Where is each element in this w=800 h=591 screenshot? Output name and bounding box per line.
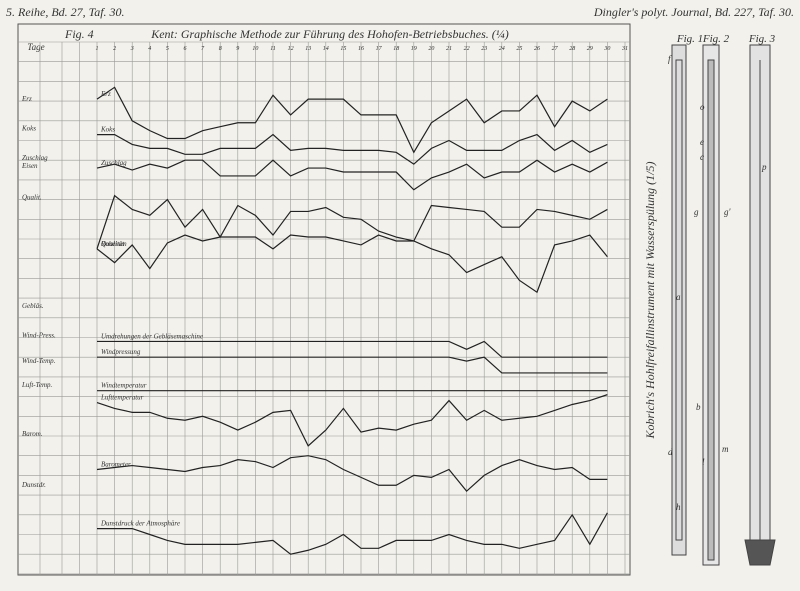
days-label: Tage [27,42,44,52]
day-label: 11 [270,46,276,52]
figure-letter: c [700,152,704,162]
row-label: Koks [21,125,36,133]
figure-letter: o [700,102,705,112]
side-title: Kobrich's Hohlfreifallinstrument mit Was… [643,161,657,439]
figure-letter: m [722,444,729,454]
day-label: 21 [446,46,452,52]
curve [97,356,608,374]
day-label: 6 [184,46,187,52]
curve-label: Barometer [101,460,131,468]
row-label: Eisen [21,162,38,170]
curve-label: Windtemperatur [101,382,147,390]
day-label: 24 [499,45,505,52]
day-label: 18 [393,46,399,52]
day-label: 26 [534,46,540,52]
title: Kent: Graphische Methode zur Führung des… [150,27,509,41]
day-label: 17 [376,46,383,52]
curve-label: Windpressung [101,348,141,356]
day-label: 31 [621,46,628,52]
day-label: 19 [411,46,417,52]
curve-label: Lufttemperatur [100,394,144,402]
day-label: 2 [113,46,116,52]
day-label: 3 [130,46,134,52]
row-label: Luft-Temp. [21,381,53,389]
curve [96,234,608,294]
figure-letter: a [676,292,681,302]
day-label: 30 [603,46,610,52]
header-left: 5. Reihe, Bd. 27, Taf. 30. [6,5,125,19]
curve-label: Koks [100,126,115,134]
row-label: Qualit. [22,194,42,202]
day-label: 20 [428,46,434,52]
day-label: 7 [201,46,205,52]
graph-frame [17,23,631,576]
day-label: 15 [340,46,346,52]
day-label: 28 [569,46,575,52]
figure-letter: b [696,402,701,412]
curve-label: Zuschlag [101,159,127,167]
day-label: 27 [552,46,559,52]
day-label: 12 [288,46,294,52]
figure-label: Fig. 4 [64,27,94,41]
day-label: 25 [516,46,522,52]
curve [96,394,608,447]
day-label: 10 [252,46,258,52]
row-label: Wind-Temp. [22,357,56,365]
instrument-drawings [671,44,776,566]
curve [97,512,608,555]
curve-label: Umdrehungen der Gebläsemaschine [101,332,203,340]
curve [96,194,608,250]
header-right: Dingler's polyt. Journal, Bd. 227, Taf. … [593,5,794,19]
day-label: 1 [96,46,99,52]
day-label: 22 [464,46,470,52]
row-label: Wind-Press. [22,332,56,340]
day-label: 16 [358,46,364,52]
figure-letter: p [761,162,767,172]
day-label: 8 [219,46,222,52]
figure-letter: g [694,207,699,217]
row-label: Dunstdr. [21,481,46,489]
day-label: 23 [481,46,487,52]
curve-label: Qualität [101,240,125,248]
curve [97,133,608,165]
day-label: 5 [166,46,169,52]
day-label: 29 [587,46,593,52]
figure-letter: f [668,54,672,64]
figure-letter: g' [724,207,732,217]
figure-letter: l [702,457,705,467]
figure-letter: d [668,447,673,457]
curve [96,455,608,493]
day-label: 13 [305,46,311,52]
row-label: Zuschlag [22,154,48,162]
day-label: 9 [236,46,239,52]
curve-label: Dunstdruck der Atmosphäre [100,520,180,528]
curve [96,86,608,154]
curve [96,159,608,191]
figure-caption: Fig. 2 [702,33,730,45]
curve-label: Erz [100,90,111,98]
figure-caption: Fig. 3 [748,33,776,45]
figure-letter: h [676,502,681,512]
curve-label: Roheisen [100,240,127,248]
figure-caption: Fig. 1 [676,33,703,45]
day-label: 14 [323,45,329,52]
row-label: Erz [21,95,32,103]
figure-letter: e [700,137,704,147]
row-label: Barom. [22,430,43,438]
day-label: 4 [148,45,151,52]
curve [97,340,608,358]
row-label: Gebläs. [22,302,44,310]
